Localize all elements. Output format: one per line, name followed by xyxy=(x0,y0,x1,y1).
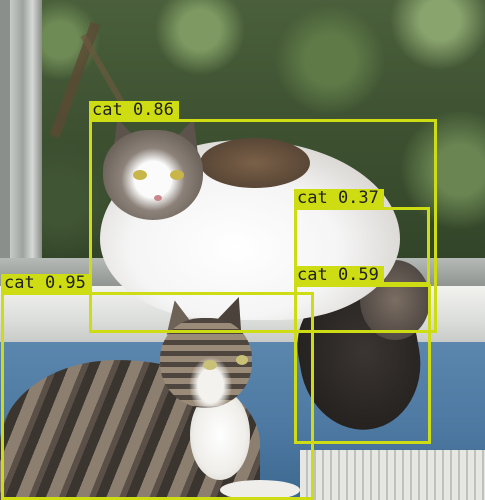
longhair-cat-head xyxy=(103,130,203,220)
detection-label-cat-2: cat 0.37 xyxy=(294,189,384,208)
longhair-cat-eye xyxy=(170,170,184,180)
detection-label-cat-4: cat 0.95 xyxy=(1,274,91,293)
radiator xyxy=(300,450,485,500)
longhair-cat-back-patch xyxy=(200,138,310,188)
detection-box-cat-3 xyxy=(294,284,431,444)
tabby-cat-eye xyxy=(203,360,217,370)
detection-box-cat-4 xyxy=(1,292,314,500)
tabby-cat-eye xyxy=(236,355,248,365)
window-frame-edge xyxy=(0,0,10,300)
window-frame-rail xyxy=(10,0,42,290)
longhair-cat-eye xyxy=(133,170,147,180)
detection-label-cat-1: cat 0.86 xyxy=(89,101,179,120)
detection-label-cat-3: cat 0.59 xyxy=(294,266,384,285)
detection-box-cat-1 xyxy=(89,119,437,333)
tabby-cat-paw xyxy=(220,480,300,500)
longhair-cat-nose xyxy=(154,195,162,201)
